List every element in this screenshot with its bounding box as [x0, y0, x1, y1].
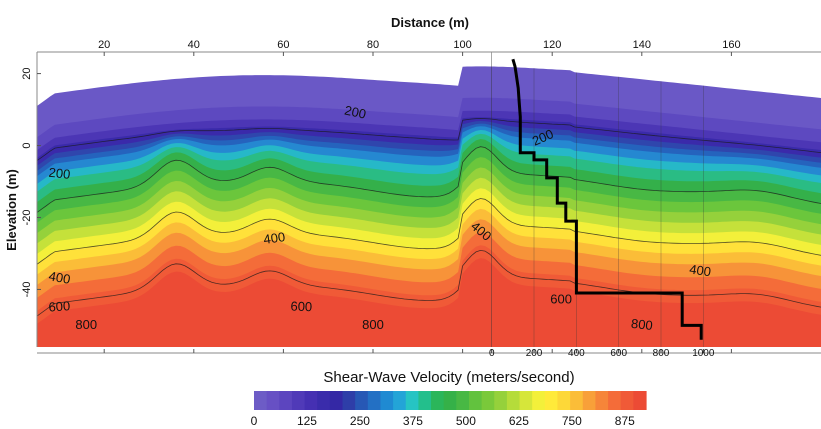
- contour-label-12: 800: [362, 317, 384, 332]
- y-tick-label-1: 0: [21, 142, 33, 148]
- colorbar-tick-label-2: 250: [350, 414, 370, 428]
- colorbar-swatch-25: [570, 391, 584, 410]
- profile-tick-label-2: 400: [568, 348, 585, 359]
- x-tick-label-3: 80: [367, 39, 379, 51]
- x-tick-label-5: 120: [543, 39, 561, 51]
- colorbar-swatch-30: [633, 391, 647, 410]
- contour-line-400: [37, 146, 821, 213]
- colorbar-tick-label-0: 0: [251, 414, 258, 428]
- colorbar-swatch-15: [443, 391, 457, 410]
- y-tick-label-0: 20: [21, 67, 33, 79]
- contour-label-8: 600: [48, 298, 71, 314]
- colorbar-title: Shear-Wave Velocity (meters/second): [323, 369, 574, 386]
- colorbar-swatch-12: [405, 391, 419, 410]
- colorbar-swatch-20: [506, 391, 521, 410]
- contour-label-5: 400: [48, 268, 72, 287]
- colorbar-swatch-28: [608, 391, 622, 410]
- colorbar-swatch-14: [431, 391, 445, 410]
- y-tick-label-3: -40: [21, 281, 33, 297]
- colorbar-swatch-21: [519, 391, 533, 410]
- colorbar-swatch-9: [367, 391, 382, 410]
- contour-label-7: 600: [550, 292, 572, 307]
- colorbar-swatch-10: [380, 391, 394, 410]
- contour-label-10: 800: [630, 316, 653, 333]
- colorbar-tick-label-3: 375: [403, 414, 423, 428]
- x-axis-title: Distance (m): [391, 15, 469, 30]
- contour-lines: [37, 118, 821, 317]
- colorbar-swatch-29: [620, 391, 634, 410]
- colorbar: 0 125 250 375 500 625 750 875: [251, 391, 647, 428]
- velocity-layer-830: [37, 258, 821, 347]
- colorbar-swatch-18: [481, 391, 495, 410]
- x-tick-label-1: 40: [188, 39, 200, 51]
- colorbar-swatch-11: [393, 391, 407, 410]
- colorbar-swatch-26: [582, 391, 597, 410]
- y-tick-label-2: -20: [21, 210, 33, 226]
- colorbar-swatch-0: [254, 391, 268, 410]
- colorbar-swatch-17: [468, 391, 483, 410]
- colorbar-swatch-7: [342, 391, 356, 410]
- colorbar-swatch-19: [494, 391, 508, 410]
- contour-label-2: 200: [48, 165, 71, 182]
- contour-label-9: 600: [290, 298, 312, 314]
- colorbar-tick-label-7: 875: [615, 414, 635, 428]
- colorbar-tick-label-5: 625: [509, 414, 529, 428]
- velocity-section: [37, 66, 821, 347]
- colorbar-swatch-4: [304, 391, 318, 410]
- colorbar-swatch-16: [456, 391, 470, 410]
- colorbar-swatch-2: [279, 391, 293, 410]
- contour-label-11: 800: [75, 317, 97, 332]
- contour-line-600: [37, 198, 821, 265]
- profile-tick-label-3: 600: [610, 348, 627, 359]
- x-tick-label-4: 100: [453, 39, 471, 51]
- contour-label-3: 400: [263, 229, 287, 247]
- colorbar-swatch-3: [291, 391, 306, 410]
- velocity-profile: [511, 58, 703, 340]
- x-tick-label-0: 20: [98, 39, 110, 51]
- colorbar-swatch-8: [355, 391, 369, 410]
- x-tick-label-6: 140: [633, 39, 651, 51]
- contour-label-6: 400: [688, 261, 712, 279]
- y-axis-title: Elevation (m): [4, 169, 19, 251]
- contour-line-200: [37, 118, 821, 161]
- colorbar-swatch-6: [329, 391, 344, 410]
- colorbar-swatch-24: [557, 391, 571, 410]
- colorbar-swatch-1: [266, 391, 280, 410]
- profile-tick-label-4: 800: [653, 348, 670, 359]
- colorbar-swatch-23: [544, 391, 559, 410]
- profile-grid: [491, 52, 704, 347]
- profile-tick-label-5: 1000: [692, 348, 715, 359]
- colorbar-tick-label-1: 125: [297, 414, 317, 428]
- velocity-profile-line: [511, 58, 703, 340]
- colorbar-swatch-27: [595, 391, 609, 410]
- colorbar-swatch-13: [418, 391, 432, 410]
- colorbar-tick-label-6: 750: [562, 414, 582, 428]
- contour-label-1: 200: [343, 103, 367, 122]
- profile-tick-label-0: 0: [489, 348, 495, 359]
- colorbar-tick-label-4: 500: [456, 414, 476, 428]
- profile-tick-label-1: 200: [526, 348, 543, 359]
- x-tick-label-7: 160: [722, 39, 740, 51]
- contour-line-800: [37, 249, 821, 317]
- colorbar-swatch-22: [532, 391, 546, 410]
- colorbar-swatch-5: [317, 391, 331, 410]
- x-tick-label-2: 60: [277, 39, 289, 51]
